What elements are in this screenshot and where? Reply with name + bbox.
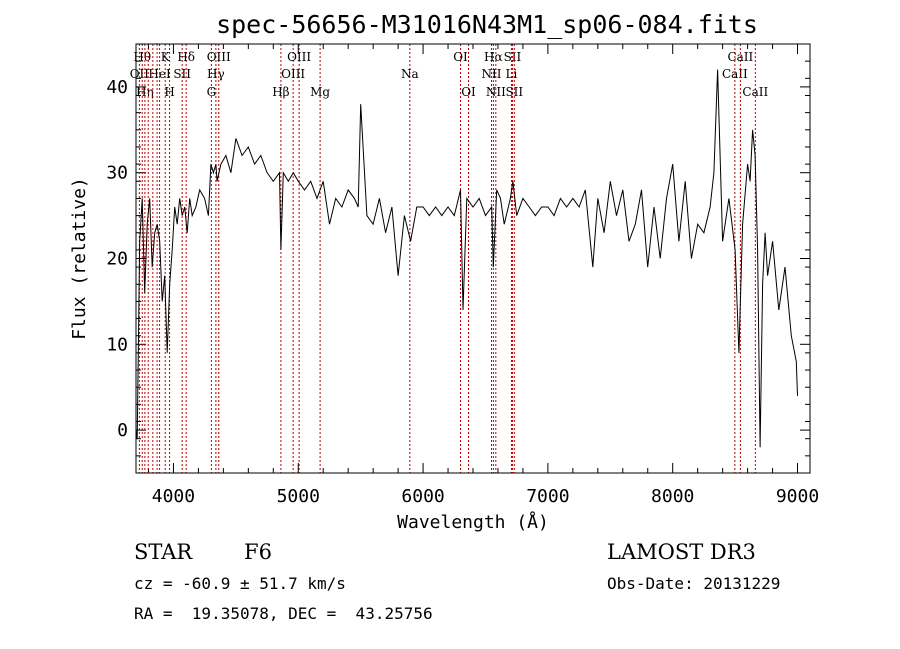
spectral-line-label: OII xyxy=(130,67,150,81)
y-tick-label: 40 xyxy=(106,77,128,98)
spectral-line-label: OI xyxy=(461,85,476,99)
chart-title: spec-56656-M31016N43M1_sp06-084.fits xyxy=(216,10,758,39)
x-tick-label: 5000 xyxy=(277,486,320,507)
y-tick-label: 10 xyxy=(106,334,128,355)
x-tick-label: 9000 xyxy=(776,486,819,507)
y-tick-label: 30 xyxy=(106,163,128,184)
spectral-line-label: Mg xyxy=(310,85,330,99)
spectral-line-label: OI xyxy=(453,50,468,64)
spectral-line-label: OIII xyxy=(287,50,311,64)
spectral-line-label: SII xyxy=(505,85,523,99)
spectral-line-label: SII xyxy=(173,67,191,81)
plot-frame xyxy=(135,43,811,474)
spectral-line-label: G xyxy=(207,85,217,99)
y-tick-label: 0 xyxy=(117,420,128,441)
spectral-line-label: H xyxy=(164,85,174,99)
spectral-line-label: Hγ xyxy=(207,67,225,81)
x-tick-label: 6000 xyxy=(401,486,444,507)
spectral-line-label: Hβ xyxy=(272,85,289,99)
spectral-line-label: HeI xyxy=(148,67,171,81)
redshift-cz: cz = -60.9 ± 51.7 km/s xyxy=(134,574,346,593)
spectral-line-label: Li xyxy=(506,67,518,81)
y-tick-label: 20 xyxy=(106,249,128,270)
spectral-line-label: Hη xyxy=(136,85,154,99)
spectral-line-label: K xyxy=(161,50,171,64)
spectral-line-label: OIII xyxy=(281,67,305,81)
object-class: STAR xyxy=(134,540,193,564)
x-tick-label: 8000 xyxy=(651,486,694,507)
spectral-line-label: CaII xyxy=(722,67,748,81)
x-tick-label: 7000 xyxy=(526,486,569,507)
spectral-line-label: CaII xyxy=(742,85,768,99)
y-axis-label: Flux (relative) xyxy=(69,177,90,340)
spectral-line-label: SII xyxy=(504,50,522,64)
flux-series-line xyxy=(135,69,798,448)
spectral-line-label: Hθ xyxy=(133,50,151,64)
survey-name: LAMOST DR3 xyxy=(607,540,756,564)
spectral-line-label: Hδ xyxy=(177,50,195,64)
obs-date: Obs-Date: 20131229 xyxy=(607,574,781,593)
spectral-line-label: Hα xyxy=(484,50,503,64)
spectral-line-label: Na xyxy=(401,67,419,81)
spectral-line-label: OIII xyxy=(207,50,231,64)
object-subclass: F6 xyxy=(244,540,272,564)
x-tick-label: 4000 xyxy=(152,486,195,507)
coordinates: RA = 19.35078, DEC = 43.25756 xyxy=(134,604,433,623)
x-axis-label: Wavelength (Å) xyxy=(397,511,549,533)
spectral-line-label: NII xyxy=(481,67,501,81)
spectral-line-label: CaII xyxy=(727,50,753,64)
spectral-line-label: NII xyxy=(486,85,506,99)
